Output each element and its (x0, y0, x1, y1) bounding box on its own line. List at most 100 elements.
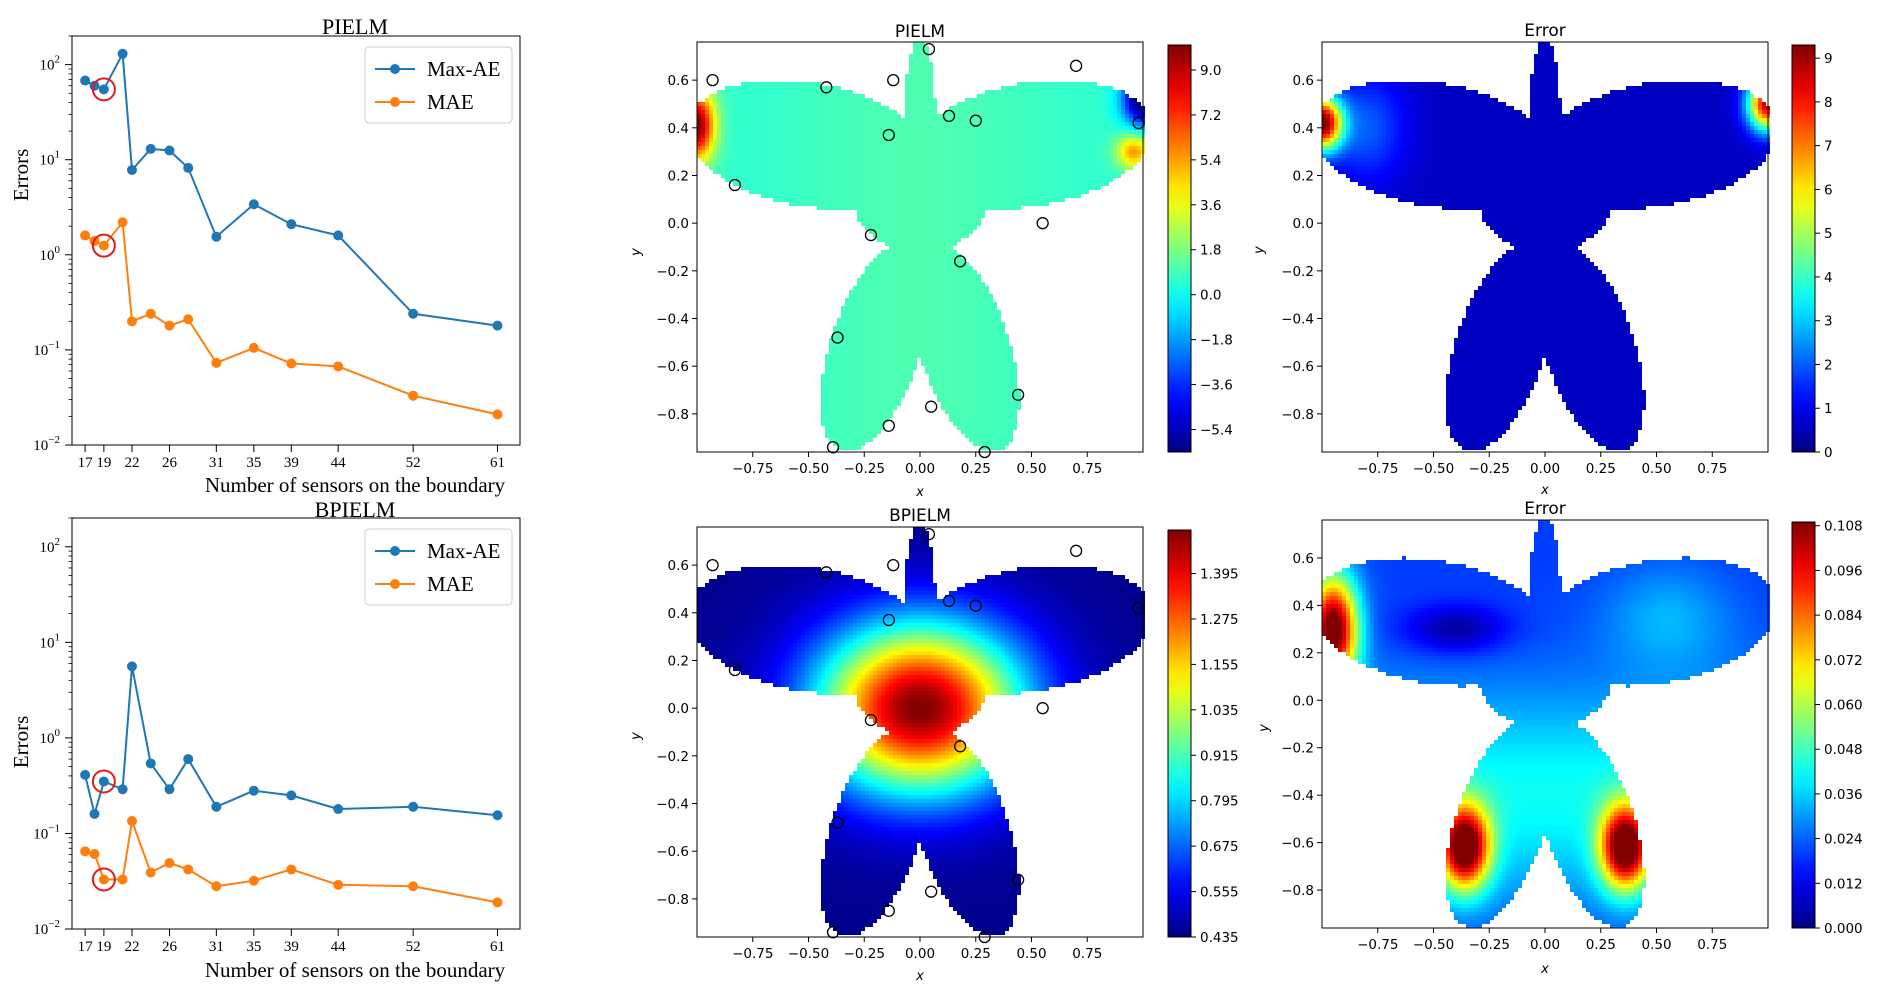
heatmap-cell (881, 266, 885, 270)
heatmap-cell (857, 162, 861, 166)
heatmap-cell (1073, 150, 1077, 154)
heatmap-cell (997, 118, 1001, 122)
heatmap-cell (1013, 126, 1017, 130)
heatmap-cell (933, 226, 937, 230)
heatmap-cell (1049, 174, 1053, 178)
heatmap-cell (1105, 134, 1109, 138)
heatmap-cell (733, 134, 737, 138)
heatmap-cell (1093, 166, 1097, 170)
heatmap-cell (905, 122, 909, 126)
heatmap-cell (1017, 122, 1021, 126)
heatmap-cell (885, 186, 889, 190)
heatmap-cell (1049, 94, 1053, 98)
heatmap-cell (773, 174, 777, 178)
heatmap-cell (729, 162, 733, 166)
heatmap-cell (1029, 94, 1033, 98)
heatmap-cell (813, 174, 817, 178)
heatmap-cell (925, 370, 929, 374)
heatmap-cell (765, 102, 769, 106)
heatmap-cell (913, 210, 917, 214)
heatmap-cell (825, 94, 829, 98)
heatmap-cell (945, 134, 949, 138)
heatmap-cell (1077, 158, 1081, 162)
heatmap-cell (761, 154, 765, 158)
heatmap-cell (989, 358, 993, 362)
heatmap-cell (917, 186, 921, 190)
heatmap-cell (881, 166, 885, 170)
heatmap-cell (825, 190, 829, 194)
heatmap-cell (941, 222, 945, 226)
heatmap-cell (957, 106, 961, 110)
heatmap-cell (993, 158, 997, 162)
heatmap-cell (865, 378, 869, 382)
heatmap-cell (1053, 198, 1057, 202)
heatmap-cell (1013, 186, 1017, 190)
heatmap-cell (769, 182, 773, 186)
heatmap-cell (965, 302, 969, 306)
heatmap-cell (809, 126, 813, 130)
heatmap-cell (981, 150, 985, 154)
heatmap-cell (933, 218, 937, 222)
heatmap-cell (1077, 114, 1081, 118)
heatmap-cell (945, 150, 949, 154)
heatmap-cell (953, 274, 957, 278)
heatmap-cell (857, 382, 861, 386)
heatmap-cell (969, 274, 973, 278)
heatmap-cell (953, 330, 957, 334)
heatmap-cell (905, 382, 909, 386)
heatmap-cell (1053, 150, 1057, 154)
heatmap-cell (913, 366, 917, 370)
heatmap-cell (1013, 198, 1017, 202)
heatmap-cell (989, 142, 993, 146)
heatmap-cell (809, 146, 813, 150)
heatmap-cell (941, 334, 945, 338)
heatmap-cell (797, 86, 801, 90)
heatmap-cell (985, 306, 989, 310)
heatmap-cell (821, 382, 825, 386)
heatmap-cell (1025, 102, 1029, 106)
heatmap-cell (1085, 150, 1089, 154)
heatmap-cell (1033, 190, 1037, 194)
heatmap-cell (905, 154, 909, 158)
heatmap-cell (753, 150, 757, 154)
heatmap-cell (941, 226, 945, 230)
heatmap-cell (825, 138, 829, 142)
heatmap-cell (889, 186, 893, 190)
heatmap-cell (861, 114, 865, 118)
heatmap-cell (1005, 366, 1009, 370)
heatmap-cell (933, 322, 937, 326)
heatmap-cell (953, 118, 957, 122)
heatmap-cell (969, 158, 973, 162)
heatmap-cell (869, 174, 873, 178)
heatmap-cell (897, 202, 901, 206)
heatmap-cell (885, 242, 889, 246)
heatmap-cell (1005, 170, 1009, 174)
data-point (408, 881, 419, 892)
heatmap-cell (989, 322, 993, 326)
heatmap-cell (865, 350, 869, 354)
heatmap-cell (969, 138, 973, 142)
heatmap-cell (917, 146, 921, 150)
pielm-errors-xlabel: Number of sensors on the boundary (205, 473, 506, 497)
heatmap-cell (889, 294, 893, 298)
heatmap-cell (889, 326, 893, 330)
heatmap-cell (949, 214, 953, 218)
heatmap-cell (977, 174, 981, 178)
heatmap-cell (917, 338, 921, 342)
heatmap-cell (973, 150, 977, 154)
heatmap-cell (1053, 194, 1057, 198)
heatmap-cell (1069, 174, 1073, 178)
heatmap-cell (721, 122, 725, 126)
heatmap-cell (1057, 170, 1061, 174)
heatmap-cell (765, 114, 769, 118)
heatmap-cell (833, 162, 837, 166)
heatmap-cell (865, 354, 869, 358)
heatmap-cell (921, 198, 925, 202)
heatmap-cell (725, 106, 729, 110)
heatmap-cell (953, 158, 957, 162)
heatmap-cell (961, 290, 965, 294)
heatmap-cell (1121, 142, 1125, 146)
heatmap-cell (817, 150, 821, 154)
heatmap-cell (1037, 166, 1041, 170)
heatmap-cell (941, 174, 945, 178)
